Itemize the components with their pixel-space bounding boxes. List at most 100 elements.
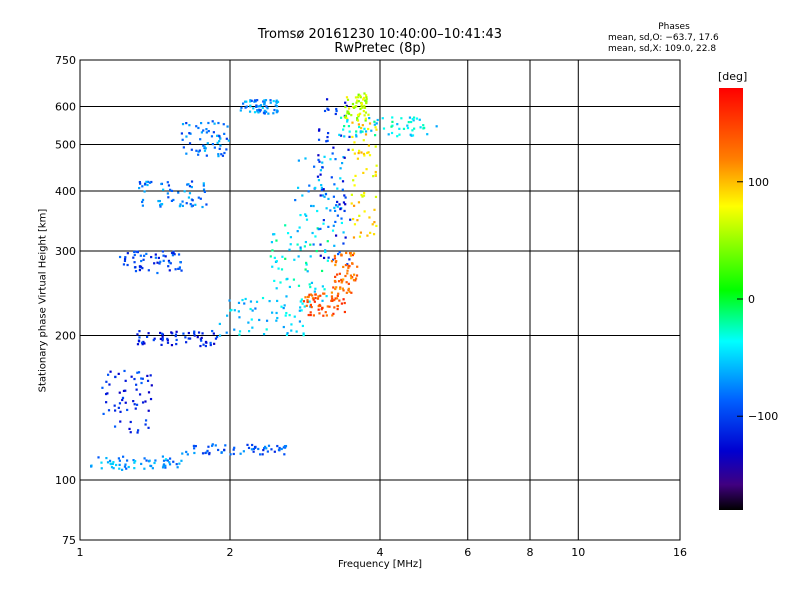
data-point [136, 333, 139, 336]
data-point [364, 130, 368, 133]
data-point [283, 304, 286, 307]
data-point [304, 268, 307, 271]
data-point [330, 299, 333, 302]
data-point [250, 448, 254, 451]
data-point [319, 243, 322, 246]
data-point [343, 310, 346, 314]
data-point [204, 147, 207, 150]
data-point [357, 149, 361, 152]
data-point [137, 371, 141, 374]
data-point [245, 105, 248, 108]
data-point [161, 466, 165, 469]
data-point [276, 299, 279, 303]
data-point [126, 408, 129, 412]
data-point [202, 144, 205, 147]
data-point [159, 205, 162, 208]
data-point [305, 304, 308, 307]
data-point [150, 464, 153, 468]
data-point [348, 290, 351, 293]
data-point [211, 329, 214, 333]
data-point [317, 138, 321, 141]
data-point [326, 107, 329, 110]
data-point [297, 255, 300, 258]
data-point [313, 165, 316, 168]
data-point [174, 333, 178, 336]
data-point [309, 255, 312, 258]
data-point [356, 99, 359, 102]
data-point [162, 464, 165, 467]
data-point [338, 251, 341, 254]
data-point [273, 233, 276, 236]
data-point [123, 259, 127, 262]
data-point [346, 272, 349, 275]
data-point [333, 298, 336, 302]
data-point [150, 180, 153, 184]
data-point [124, 401, 127, 404]
data-point [349, 218, 352, 221]
data-point [106, 392, 109, 395]
data-point [343, 114, 346, 118]
data-point [186, 183, 189, 186]
data-point [248, 110, 252, 113]
data-point [321, 306, 324, 310]
data-point [166, 181, 169, 184]
data-point [324, 249, 327, 252]
data-point [100, 467, 103, 470]
data-point [199, 338, 202, 341]
data-point [185, 341, 188, 344]
data-point [364, 117, 367, 120]
data-point [217, 448, 220, 452]
data-point [350, 114, 353, 117]
data-point [362, 171, 365, 175]
data-point [275, 260, 278, 263]
data-point [200, 131, 203, 134]
data-point [279, 281, 282, 284]
data-point [278, 446, 281, 450]
colorbar-tick-label: 100 [748, 176, 769, 189]
data-point [327, 108, 330, 111]
data-point [316, 297, 320, 300]
data-point [280, 305, 283, 308]
data-point [114, 375, 117, 378]
data-point [210, 135, 214, 138]
data-point [351, 148, 354, 151]
data-point [148, 459, 151, 462]
data-point [360, 193, 363, 197]
data-point [211, 120, 214, 123]
data-point [262, 448, 265, 452]
data-point [249, 104, 252, 107]
data-point [346, 110, 349, 113]
data-point [193, 451, 196, 455]
data-point [202, 182, 205, 185]
data-point [182, 146, 185, 149]
x-tick-label: 16 [673, 546, 687, 559]
data-point [341, 280, 344, 283]
data-point [196, 336, 199, 339]
data-point [289, 243, 292, 246]
data-point [334, 287, 337, 291]
x-tick-label: 10 [571, 546, 585, 559]
data-point [128, 427, 131, 431]
data-point [141, 343, 144, 346]
data-point [180, 132, 184, 135]
data-point [239, 452, 242, 455]
data-point [344, 274, 347, 278]
data-point [338, 272, 341, 275]
data-point [374, 134, 377, 137]
data-point [368, 216, 371, 219]
data-point [338, 203, 341, 206]
data-point [198, 149, 201, 152]
data-point [362, 152, 366, 156]
data-point [374, 126, 377, 129]
data-point [328, 305, 331, 308]
data-point [322, 292, 325, 295]
data-point [188, 132, 191, 135]
data-point [346, 117, 349, 120]
data-point [343, 135, 346, 138]
data-point [253, 100, 256, 103]
data-point [354, 133, 358, 136]
data-point [264, 445, 267, 448]
data-point [331, 314, 334, 317]
data-point [353, 105, 356, 109]
data-point [321, 161, 324, 164]
